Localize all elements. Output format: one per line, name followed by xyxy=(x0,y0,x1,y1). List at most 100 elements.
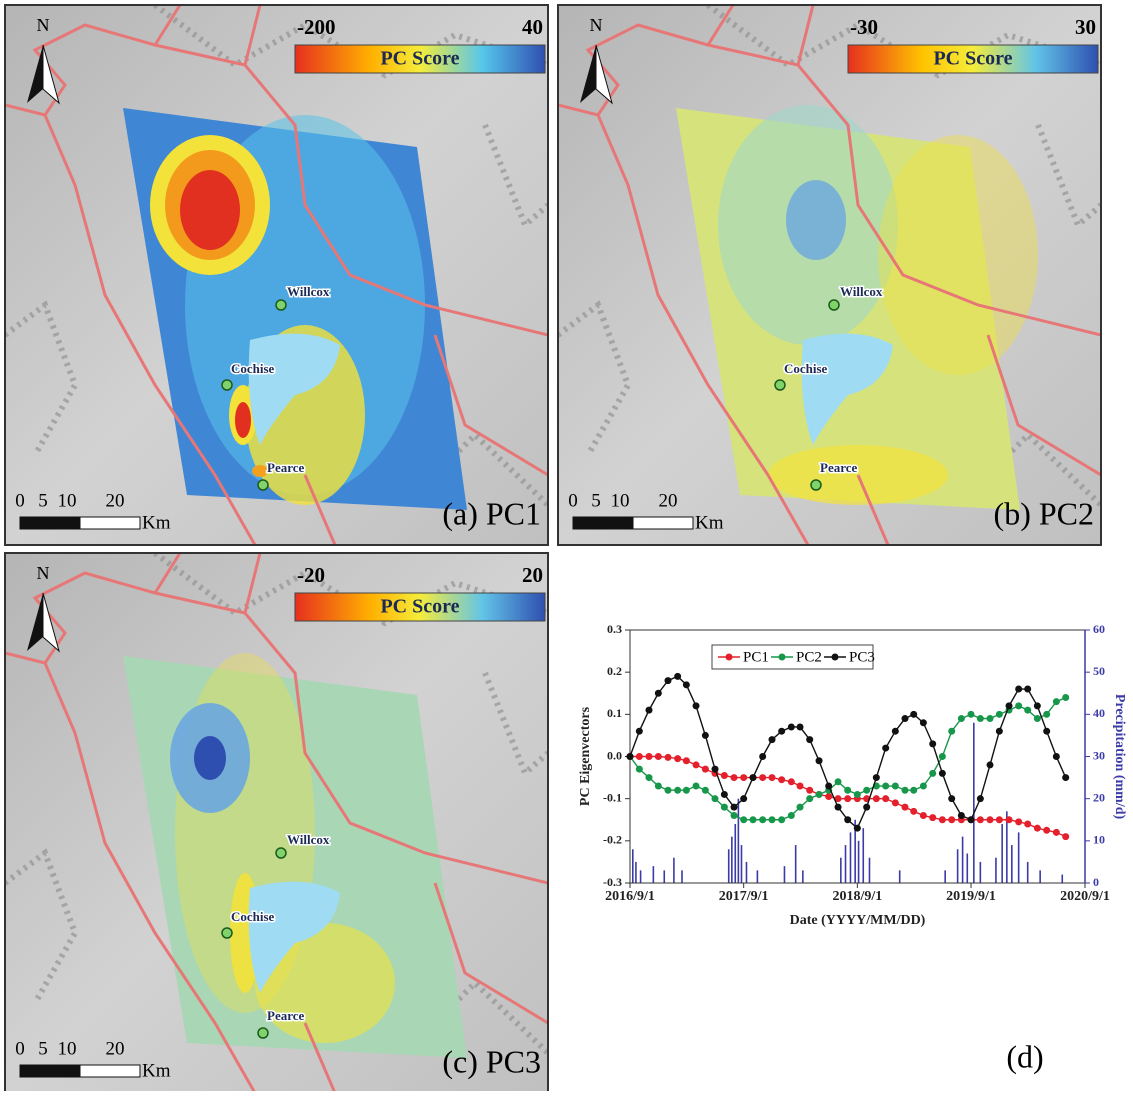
series-marker xyxy=(635,753,643,760)
playa-lake xyxy=(801,333,893,445)
series-marker xyxy=(1024,706,1032,714)
legend-label: PC2 xyxy=(796,649,822,665)
road xyxy=(153,553,182,594)
series-marker xyxy=(844,786,852,794)
series-marker xyxy=(825,793,833,801)
series-marker xyxy=(938,769,946,777)
scale-label: 20 xyxy=(106,1038,125,1059)
north-label: N xyxy=(37,563,50,583)
series-marker xyxy=(815,757,823,765)
colorbar-max: 20 xyxy=(522,563,543,587)
y-tick-label: -0.2 xyxy=(603,833,622,847)
series-marker xyxy=(995,816,1003,824)
road xyxy=(243,553,262,614)
series-marker xyxy=(768,816,776,824)
panel-label: (b) PC2 xyxy=(994,495,1094,531)
map-panel: N -200 40 PC Score Willcox Cochise Pearce 0 5 10 2… xyxy=(4,4,549,546)
series-marker xyxy=(1015,702,1023,710)
scale-bar xyxy=(79,1064,141,1078)
place-label: Willcox xyxy=(840,284,883,299)
series-marker xyxy=(1062,693,1070,701)
series-marker xyxy=(919,719,927,727)
series-marker xyxy=(768,774,776,782)
series-marker xyxy=(664,677,672,685)
series-marker xyxy=(740,774,748,782)
series-marker xyxy=(901,786,909,794)
series-marker xyxy=(1043,826,1051,834)
series-marker xyxy=(1043,727,1051,735)
series-marker xyxy=(995,727,1003,735)
road xyxy=(5,23,548,337)
series-marker xyxy=(1005,816,1013,824)
scale-bar xyxy=(19,516,81,530)
series-marker xyxy=(654,753,662,760)
y2-tick-label: 20 xyxy=(1093,790,1105,804)
series-marker xyxy=(740,795,748,803)
series-marker xyxy=(674,672,682,680)
series-marker xyxy=(882,782,890,790)
place-label: Cochise xyxy=(231,361,275,376)
north-arrow xyxy=(595,44,613,105)
road xyxy=(986,334,1101,477)
y-tick-label: 0.1 xyxy=(607,706,622,720)
road xyxy=(558,23,1101,337)
series-marker xyxy=(882,744,890,752)
series-marker xyxy=(976,715,984,723)
colorbar-min: -20 xyxy=(297,563,325,587)
series-marker xyxy=(768,736,776,744)
series-marker xyxy=(891,782,899,790)
road xyxy=(856,474,890,545)
road xyxy=(433,334,548,477)
series-marker xyxy=(948,795,956,803)
road xyxy=(43,662,257,1093)
series-marker xyxy=(787,812,795,820)
colorbar xyxy=(294,44,546,74)
road xyxy=(243,5,262,66)
colorbar xyxy=(294,592,546,622)
series-marker xyxy=(872,774,880,782)
x-tick-label: 2020/9/1 xyxy=(1060,889,1110,904)
series-marker xyxy=(654,782,662,790)
ridge xyxy=(975,430,1101,508)
series-marker xyxy=(882,795,890,803)
ridge xyxy=(1035,123,1101,231)
scale-label: 10 xyxy=(611,490,630,511)
series-marker xyxy=(844,816,852,824)
swath-pattern xyxy=(235,402,251,438)
series-marker xyxy=(948,816,956,824)
series-marker xyxy=(1033,824,1041,832)
series-marker xyxy=(778,816,786,824)
road xyxy=(43,114,257,545)
series-marker xyxy=(1024,820,1032,828)
playa-lake xyxy=(248,333,340,445)
series-marker xyxy=(692,782,700,790)
series-marker xyxy=(711,765,719,773)
panel-label: (d) xyxy=(1006,1038,1043,1074)
series-marker xyxy=(919,782,927,790)
series-marker xyxy=(910,786,918,794)
series-marker xyxy=(720,790,728,798)
series-marker xyxy=(910,807,918,815)
road xyxy=(153,5,182,46)
ridge xyxy=(5,848,79,1005)
map-body xyxy=(5,553,548,1093)
legend-label: PC1 xyxy=(743,649,769,665)
place-label: Willcox xyxy=(287,832,330,847)
ridge xyxy=(482,671,548,779)
y2-tick-label: 30 xyxy=(1093,748,1105,762)
legend-label: PC3 xyxy=(849,649,875,665)
series-marker xyxy=(692,702,700,710)
series-marker xyxy=(654,689,662,697)
ridge xyxy=(5,300,79,457)
series-marker xyxy=(749,816,757,824)
place-marker xyxy=(810,479,822,491)
series-marker xyxy=(720,803,728,811)
series-marker xyxy=(919,812,927,820)
series-marker xyxy=(929,769,937,777)
series-marker xyxy=(796,803,804,811)
scale-unit: Km xyxy=(142,512,171,533)
series-marker xyxy=(787,778,795,786)
series-marker xyxy=(759,816,767,824)
place-marker xyxy=(221,379,233,391)
series-marker xyxy=(976,795,984,803)
